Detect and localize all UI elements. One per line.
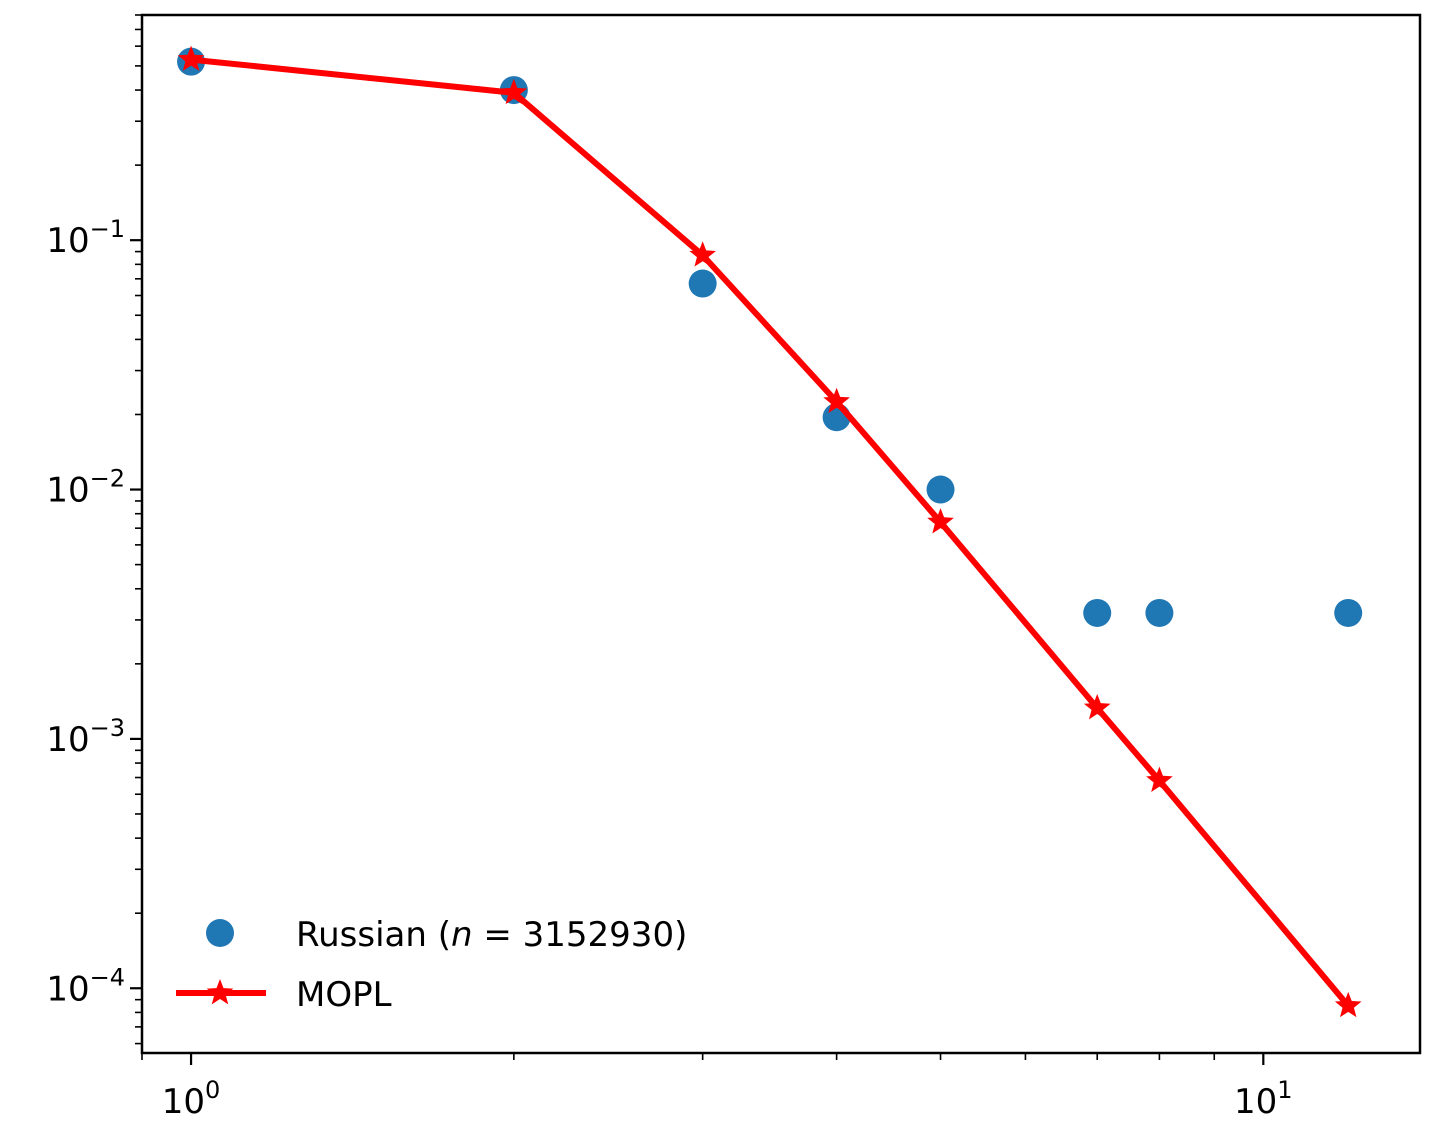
star-marker-mopl	[1146, 766, 1173, 792]
scatter-point-russian	[1145, 598, 1174, 627]
y-axis-ticks: 10−1 10−2 10−3 10−4	[46, 14, 142, 1045]
scatter-point-russian	[926, 475, 955, 504]
star-marker-mopl	[823, 387, 850, 414]
x-tick-label: 101	[1234, 1076, 1293, 1122]
legend: Russian (n = 3152930) MOPL	[176, 915, 687, 1015]
star-marker-mopl	[927, 508, 954, 534]
star-marker-mopl	[1334, 991, 1362, 1018]
legend-entry-mopl: MOPL	[176, 975, 392, 1015]
star-marker-mopl	[177, 45, 205, 71]
legend-label-mopl: MOPL	[296, 975, 392, 1015]
y-tick-label: 10−2	[46, 465, 125, 511]
star-marker-mopl	[689, 241, 716, 267]
legend-label-russian: Russian (n = 3152930)	[296, 915, 687, 955]
y-tick-label: 10−4	[46, 963, 125, 1009]
series-line-mopl	[190, 56, 1351, 1008]
scatter-point-russian	[688, 269, 717, 298]
x-tick-label: 100	[162, 1076, 221, 1122]
legend-marker-russian	[206, 919, 234, 947]
y-tick-label: 10−3	[46, 714, 125, 760]
legend-entry-russian: Russian (n = 3152930)	[206, 915, 687, 955]
plot-frame	[140, 13, 1422, 1055]
legend-marker-mopl	[206, 979, 234, 1005]
y-tick-label: 10−1	[46, 215, 125, 261]
plot-area	[177, 45, 1363, 1018]
star-marker-mopl	[1083, 694, 1111, 720]
star-marker-mopl	[500, 78, 528, 105]
scatter-point-russian	[1334, 598, 1363, 627]
x-axis-ticks: 100 101	[141, 1053, 1293, 1122]
scatter-point-russian	[1083, 598, 1112, 627]
